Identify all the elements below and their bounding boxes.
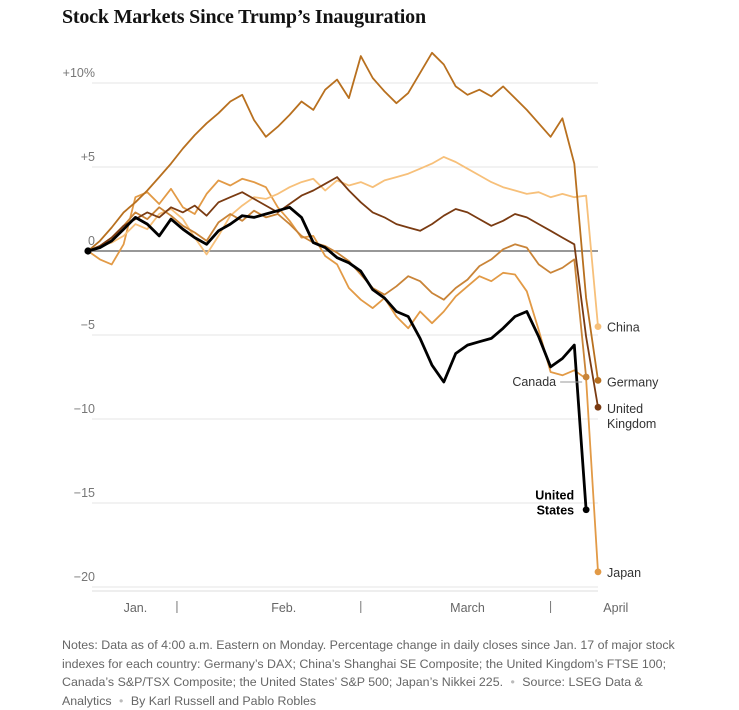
series-label-united-states: United	[535, 489, 574, 503]
series-label-united-kingdom: Kingdom	[607, 417, 656, 431]
series-labels: ChinaGermanyUnitedKingdomJapanCanadaUnit…	[512, 321, 659, 580]
y-axis-ticks: +10% +5 0 −5 −10 −15 −20	[63, 66, 95, 584]
series-line-japan	[87, 177, 599, 573]
x-tick-label: April	[603, 601, 628, 615]
notes-text: Notes: Data as of 4:00 a.m. Eastern on M…	[62, 638, 675, 690]
y-tick-label: −15	[74, 486, 95, 500]
gridlines	[92, 82, 598, 588]
series-lines	[86, 51, 599, 573]
series-line-china	[87, 156, 599, 328]
x-tick-label: Feb.	[271, 601, 296, 615]
series-line-united-kingdom	[87, 176, 599, 409]
y-tick-label: 0	[88, 234, 95, 248]
notes-credit: By Karl Russell and Pablo Robles	[130, 693, 317, 708]
end-point-germany	[594, 376, 602, 384]
y-tick-label: +10%	[63, 66, 95, 80]
x-tick-label: March	[450, 601, 485, 615]
end-point-canada	[582, 373, 590, 381]
y-tick-label: −20	[74, 570, 95, 584]
series-label-japan: Japan	[607, 566, 641, 580]
series-label-china: China	[607, 321, 640, 335]
y-tick-label: −5	[81, 318, 95, 332]
end-point-china	[594, 323, 602, 330]
series-label-canada: Canada	[512, 375, 556, 389]
end-point-united-states	[582, 506, 590, 514]
series-endpoints	[84, 247, 602, 576]
x-tick-label: Jan.	[124, 601, 148, 615]
start-point-marker	[84, 247, 92, 255]
chart-notes: Notes: Data as of 4:00 a.m. Eastern on M…	[62, 636, 682, 710]
end-point-japan	[594, 568, 602, 576]
line-chart: +10% +5 0 −5 −10 −15 −20 Jan. Feb. March April Ch…	[63, 51, 659, 615]
series-line-canada	[87, 206, 587, 378]
x-axis: Jan. Feb. March April	[92, 590, 628, 615]
y-tick-label: +5	[81, 150, 95, 164]
notes-separator: •	[119, 693, 124, 708]
series-label-united-kingdom: United	[607, 402, 643, 416]
series-line-germany	[87, 51, 599, 382]
end-point-united-kingdom	[594, 403, 602, 411]
chart-title: Stock Markets Since Trump’s Inauguration	[62, 6, 426, 28]
series-label-united-states: States	[537, 504, 575, 518]
series-line-united-states	[86, 205, 588, 512]
notes-separator: •	[510, 675, 515, 690]
y-tick-label: −10	[74, 402, 95, 416]
series-label-germany: Germany	[607, 375, 659, 389]
